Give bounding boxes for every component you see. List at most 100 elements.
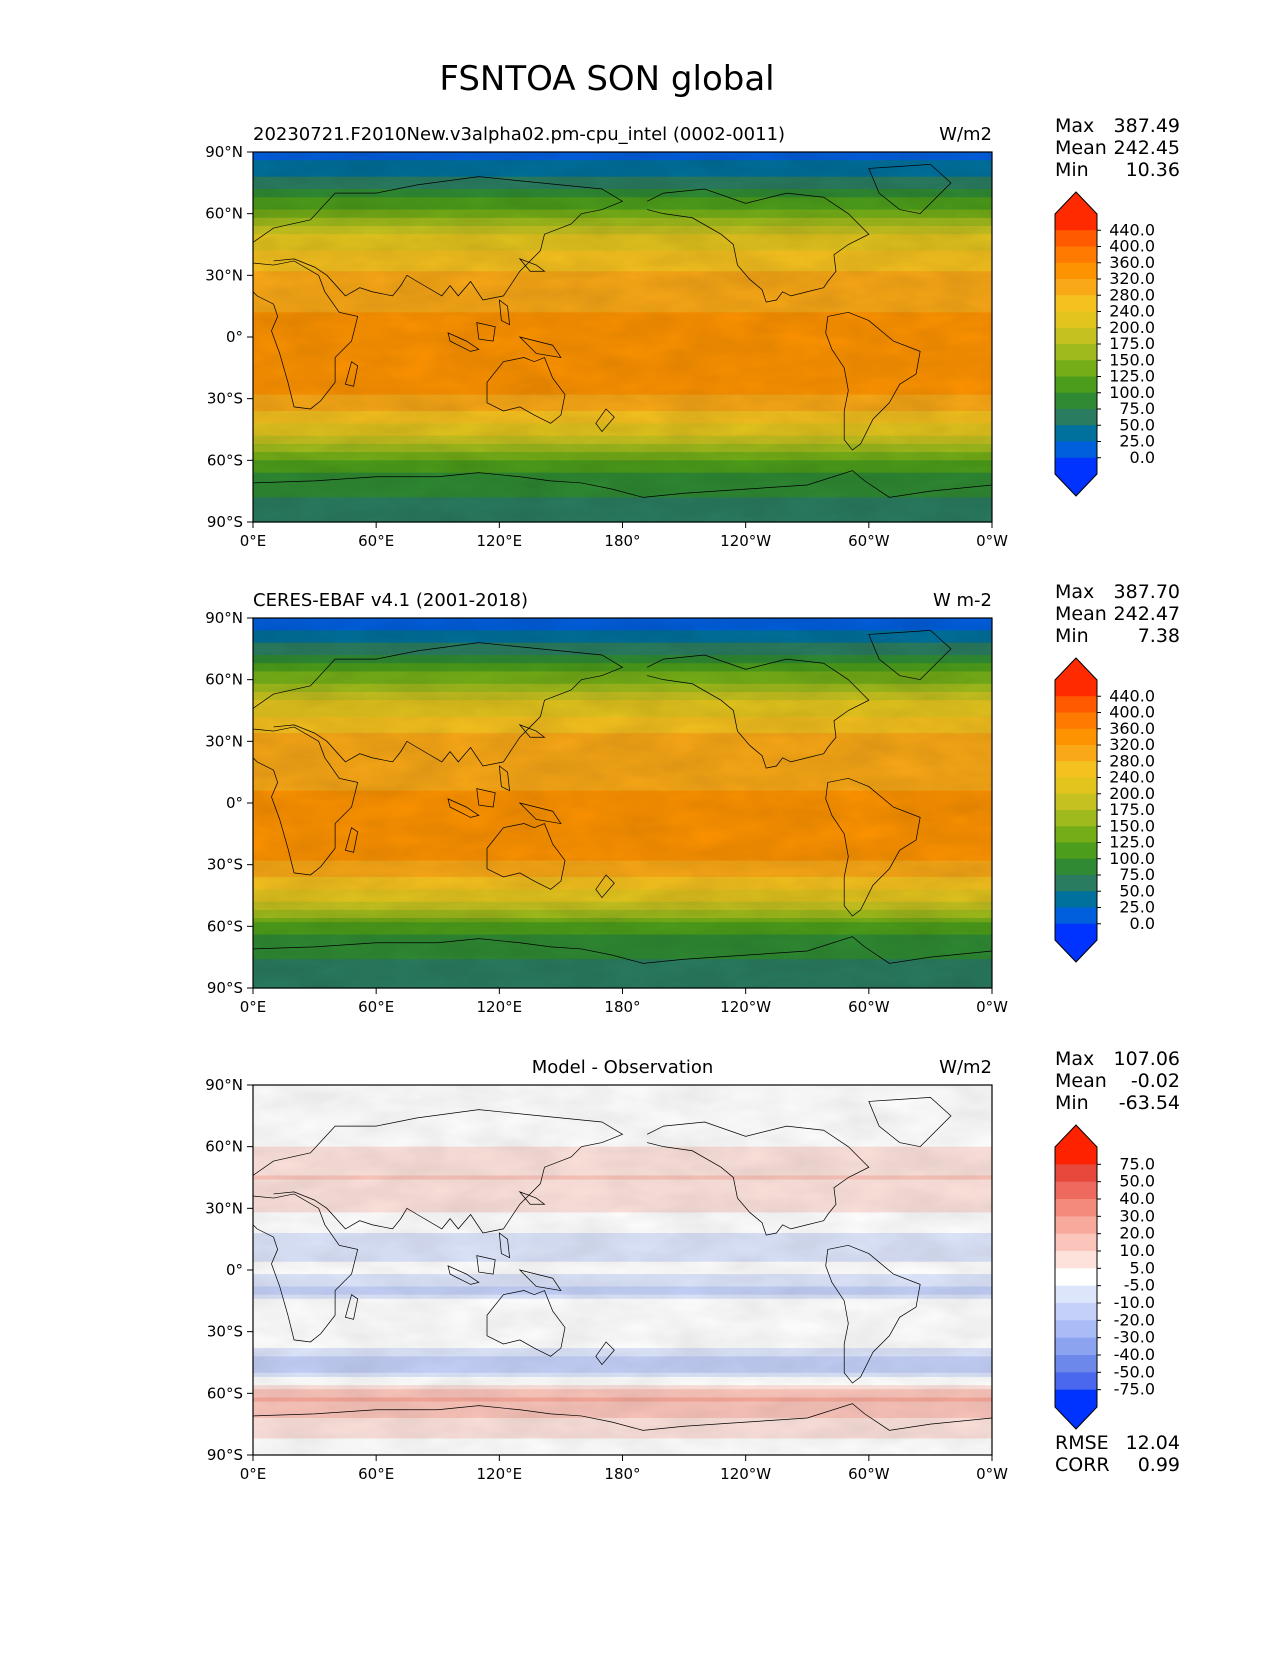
colorbar-segment bbox=[1055, 777, 1097, 795]
colorbar-segment bbox=[1055, 262, 1097, 280]
colorbar-segment bbox=[1055, 1164, 1097, 1183]
lat-tick-label: 90°N bbox=[205, 609, 243, 627]
colorbar-label: 125.0 bbox=[1109, 367, 1155, 386]
colorbar-label: 280.0 bbox=[1109, 285, 1155, 304]
colorbar-segment bbox=[1055, 1320, 1097, 1339]
colorbar-label: 50.0 bbox=[1119, 415, 1155, 434]
colorbar-segment bbox=[1055, 360, 1097, 377]
stat-value-mean: -0.02 bbox=[1131, 1070, 1180, 1092]
colorbar-extend-max bbox=[1055, 658, 1097, 680]
lat-tick-label: 60°S bbox=[207, 451, 243, 469]
colorbar-label: 400.0 bbox=[1109, 703, 1155, 722]
lat-tick-label: 30°S bbox=[207, 1323, 243, 1341]
lon-tick-label: 120°W bbox=[720, 998, 771, 1016]
lon-tick-label: 60°E bbox=[358, 532, 394, 550]
colorbar-segment bbox=[1055, 409, 1097, 426]
lat-tick-label: 0° bbox=[226, 328, 243, 346]
colorbar-label: 150.0 bbox=[1109, 816, 1155, 835]
lon-tick-label: 120°E bbox=[477, 1465, 523, 1483]
colorbar-outline bbox=[1054, 657, 1098, 963]
colorbar-segment bbox=[1055, 680, 1097, 697]
colorbar-label: 400.0 bbox=[1109, 237, 1155, 256]
colorbar-segment bbox=[1055, 311, 1097, 329]
colorbar-segment bbox=[1055, 728, 1097, 746]
colorbar-label: 75.0 bbox=[1119, 1154, 1155, 1173]
lon-tick-label: 0°E bbox=[240, 998, 267, 1016]
colorbar: 440.0400.0360.0320.0280.0240.0200.0175.0… bbox=[1054, 657, 1155, 963]
stat-value-max: 107.06 bbox=[1114, 1048, 1180, 1070]
lon-tick-label: 0°W bbox=[976, 1465, 1008, 1483]
colorbar-label: 240.0 bbox=[1109, 768, 1155, 787]
lat-tick-label: 0° bbox=[226, 794, 243, 812]
colorbar-segment bbox=[1055, 842, 1097, 860]
lat-tick-label: 30°S bbox=[207, 856, 243, 874]
lon-tick-label: 180° bbox=[604, 532, 640, 550]
colorbar-label: 360.0 bbox=[1109, 719, 1155, 738]
colorbar-segment bbox=[1055, 392, 1097, 410]
colorbar-extend-min bbox=[1055, 940, 1097, 962]
colorbar-label: 360.0 bbox=[1109, 253, 1155, 272]
colorbar-segment bbox=[1055, 246, 1097, 264]
colorbar-label: 240.0 bbox=[1109, 302, 1155, 321]
lon-tick-label: 60°E bbox=[358, 1465, 394, 1483]
colorbar-segment bbox=[1055, 279, 1097, 296]
colorbar-label: -30.0 bbox=[1114, 1328, 1155, 1347]
field-texture bbox=[253, 618, 992, 988]
colorbar-label: 20.0 bbox=[1119, 1224, 1155, 1243]
colorbar-segment bbox=[1055, 344, 1097, 361]
lon-tick-label: 180° bbox=[604, 998, 640, 1016]
colorbar-segment bbox=[1055, 696, 1097, 713]
lat-tick-label: 0° bbox=[226, 1261, 243, 1279]
stat-value-max: 387.49 bbox=[1114, 115, 1180, 137]
colorbar-label: 10.0 bbox=[1119, 1241, 1155, 1260]
colorbar-extend-min bbox=[1055, 1407, 1097, 1429]
colorbar-label: 320.0 bbox=[1109, 735, 1155, 754]
lat-tick-label: 60°S bbox=[207, 917, 243, 935]
colorbar-label: 440.0 bbox=[1109, 220, 1155, 239]
colorbar-label: 0.0 bbox=[1130, 914, 1155, 933]
colorbar-outline bbox=[1054, 191, 1098, 497]
stat-label-mean: Mean bbox=[1055, 603, 1107, 625]
colorbar-outline bbox=[1054, 1124, 1098, 1430]
colorbar-segment bbox=[1055, 457, 1097, 475]
panel-title: CERES-EBAF v4.1 (2001-2018) bbox=[253, 590, 528, 611]
colorbar-segment bbox=[1055, 826, 1097, 843]
panel-title: 20230721.F2010New.v3alpha02.pm-cpu_intel… bbox=[253, 124, 785, 145]
colorbar-label: 175.0 bbox=[1109, 334, 1155, 353]
colorbar-segment bbox=[1055, 1389, 1097, 1408]
colorbar-label: -75.0 bbox=[1114, 1380, 1155, 1399]
colorbar-segment bbox=[1055, 793, 1097, 811]
lon-tick-label: 0°W bbox=[976, 532, 1008, 550]
lon-tick-label: 120°E bbox=[477, 998, 523, 1016]
colorbar-segment bbox=[1055, 1268, 1097, 1287]
colorbar-segment bbox=[1055, 1303, 1097, 1321]
colorbar-segment bbox=[1055, 425, 1097, 442]
colorbar-segment bbox=[1055, 891, 1097, 908]
colorbar-label: -40.0 bbox=[1114, 1345, 1155, 1364]
colorbar-label: 30.0 bbox=[1119, 1206, 1155, 1225]
colorbar-label: 100.0 bbox=[1109, 383, 1155, 402]
colorbar-label: 75.0 bbox=[1119, 399, 1155, 418]
colorbar-extend-max bbox=[1055, 192, 1097, 214]
map-panel-obs: CERES-EBAF v4.1 (2001-2018) W m-2 90°N 60°N… bbox=[205, 581, 1180, 1016]
colorbar-label: 0.0 bbox=[1130, 448, 1155, 467]
colorbar-label: -50.0 bbox=[1114, 1362, 1155, 1381]
lon-tick-label: 60°E bbox=[358, 998, 394, 1016]
lat-tick-label: 30°N bbox=[205, 266, 243, 284]
colorbar-segment bbox=[1055, 1199, 1097, 1217]
colorbar-label: 25.0 bbox=[1119, 898, 1155, 917]
colorbar-label: 150.0 bbox=[1109, 350, 1155, 369]
colorbar-segment bbox=[1055, 295, 1097, 312]
units-label: W m-2 bbox=[933, 590, 992, 611]
lon-tick-label: 0°E bbox=[240, 1465, 267, 1483]
stat-value-corr: 0.99 bbox=[1138, 1454, 1180, 1476]
colorbar-label: 50.0 bbox=[1119, 881, 1155, 900]
stat-value-rmse: 12.04 bbox=[1126, 1432, 1180, 1454]
panel-title: Model - Observation bbox=[532, 1057, 714, 1078]
colorbar-segment bbox=[1055, 327, 1097, 345]
stat-label-rmse: RMSE bbox=[1055, 1432, 1109, 1454]
stat-label-max: Max bbox=[1055, 115, 1094, 137]
map-panel-diff: Model - Observation W/m2 90°N 60°N 30°N 0° 30°… bbox=[205, 1048, 1180, 1483]
stat-label-min: Min bbox=[1055, 159, 1089, 181]
